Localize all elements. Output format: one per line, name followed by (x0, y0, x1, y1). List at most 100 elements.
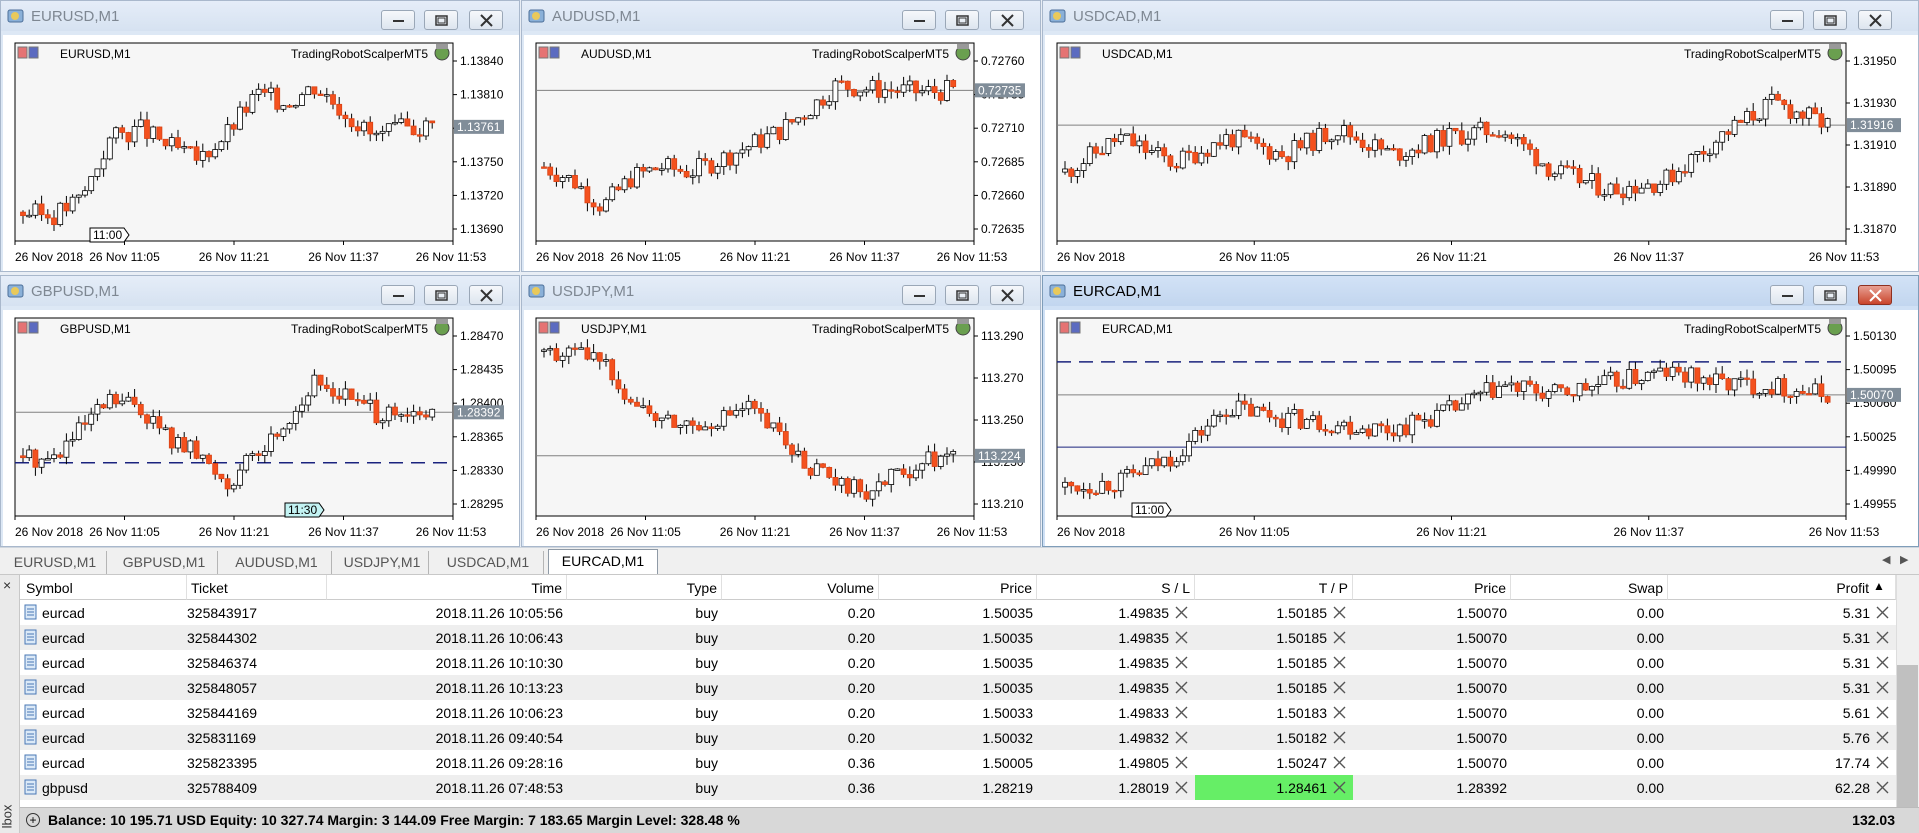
tab-usdcad-m1[interactable]: USDCAD,M1 (433, 551, 544, 574)
table-row[interactable]: eurcad 325831169 2018.11.26 09:40:54 buy 0.2… (20, 725, 1896, 750)
chart-type-icons[interactable] (1059, 321, 1081, 334)
maximize-button[interactable] (1813, 285, 1847, 305)
chart-window[interactable]: EURUSD,M1 EURUSD,M1 TradingRobotScalperMT5… (0, 0, 520, 272)
close-position-icon[interactable] (1875, 605, 1890, 620)
close-button[interactable] (1858, 10, 1892, 30)
chart-type-icons[interactable] (1059, 46, 1081, 59)
expert-advisor-icon[interactable] (434, 319, 450, 336)
close-position-icon[interactable] (1875, 630, 1890, 645)
minimize-button[interactable] (381, 285, 415, 305)
chart-plot-area[interactable] (535, 317, 975, 517)
remove-tp-icon[interactable] (1332, 730, 1347, 745)
minimize-button[interactable] (902, 10, 936, 30)
close-button[interactable] (469, 285, 503, 305)
close-position-icon[interactable] (1875, 655, 1890, 670)
time-marker[interactable]: 11:30 (284, 502, 325, 518)
close-button[interactable] (1858, 285, 1892, 305)
close-icon[interactable]: × (3, 577, 12, 593)
chart-type-icons[interactable] (17, 46, 39, 59)
remove-tp-icon[interactable] (1332, 780, 1347, 795)
close-button[interactable] (990, 10, 1024, 30)
window-titlebar[interactable]: GBPUSD,M1 (1, 276, 519, 306)
window-titlebar[interactable]: AUDUSD,M1 (522, 1, 1040, 31)
remove-sl-icon[interactable] (1174, 755, 1189, 770)
sort-arrow-icon[interactable]: ▲ (1873, 579, 1885, 593)
maximize-button[interactable] (945, 285, 979, 305)
column-header[interactable]: Volume (722, 575, 879, 600)
minimize-button[interactable] (902, 285, 936, 305)
column-header[interactable]: Profit (1668, 575, 1896, 600)
price-chart[interactable]: EURUSD,M1 TradingRobotScalperMT5 1.13840 1.… (3, 35, 519, 271)
time-marker[interactable]: 11:00 (89, 227, 130, 243)
column-header[interactable]: Swap (1511, 575, 1668, 600)
maximize-button[interactable] (945, 10, 979, 30)
close-position-icon[interactable] (1875, 780, 1890, 795)
remove-sl-icon[interactable] (1174, 655, 1189, 670)
chart-window[interactable]: EURCAD,M1 EURCAD,M1 TradingRobotScalperMT5… (1042, 275, 1919, 547)
chart-plot-area[interactable] (1056, 317, 1847, 517)
minimize-button[interactable] (1770, 285, 1804, 305)
maximize-button[interactable] (424, 285, 458, 305)
maximize-button[interactable] (424, 10, 458, 30)
window-titlebar[interactable]: USDCAD,M1 (1043, 1, 1918, 31)
chart-type-icons[interactable] (538, 321, 560, 334)
chart-window[interactable]: GBPUSD,M1 GBPUSD,M1 TradingRobotScalperMT5… (0, 275, 520, 547)
column-header[interactable]: T / P (1195, 575, 1353, 600)
table-row[interactable]: eurcad 325846374 2018.11.26 10:10:30 buy 0.2… (20, 650, 1896, 675)
table-row[interactable]: eurcad 325848057 2018.11.26 10:13:23 buy 0.2… (20, 675, 1896, 700)
chart-window[interactable]: AUDUSD,M1 AUDUSD,M1 TradingRobotScalperMT5… (521, 0, 1041, 272)
close-position-icon[interactable] (1875, 680, 1890, 695)
remove-tp-icon[interactable] (1332, 655, 1347, 670)
remove-sl-icon[interactable] (1174, 705, 1189, 720)
price-chart[interactable]: EURCAD,M1 TradingRobotScalperMT5 1.50130 1.… (1045, 310, 1918, 546)
table-row[interactable]: gbpusd 325788409 2018.11.26 07:48:53 buy 0.3… (20, 775, 1896, 800)
maximize-button[interactable] (1813, 10, 1847, 30)
chart-window[interactable]: USDCAD,M1 USDCAD,M1 TradingRobotScalperMT5… (1042, 0, 1919, 272)
column-header[interactable]: Price (1353, 575, 1511, 600)
close-button[interactable] (469, 10, 503, 30)
expert-advisor-icon[interactable] (1827, 319, 1843, 336)
remove-sl-icon[interactable] (1174, 780, 1189, 795)
column-header[interactable]: Time (327, 575, 567, 600)
expert-advisor-icon[interactable] (1827, 44, 1843, 61)
tab-audusd-m1[interactable]: AUDUSD,M1 (222, 551, 332, 574)
remove-tp-icon[interactable] (1332, 630, 1347, 645)
chart-type-icons[interactable] (17, 321, 39, 334)
remove-tp-icon[interactable] (1332, 705, 1347, 720)
remove-sl-icon[interactable] (1174, 730, 1189, 745)
close-position-icon[interactable] (1875, 730, 1890, 745)
expert-advisor-icon[interactable] (955, 319, 971, 336)
price-chart[interactable]: USDCAD,M1 TradingRobotScalperMT5 1.31950 1.… (1045, 35, 1918, 271)
tab-eurusd-m1[interactable]: EURUSD,M1 (4, 551, 107, 574)
tab-scroll-right-icon[interactable]: ▶ (1900, 554, 1909, 566)
time-marker[interactable]: 11:00 (1131, 502, 1172, 518)
price-chart[interactable]: GBPUSD,M1 TradingRobotScalperMT5 1.28470 1.… (3, 310, 519, 546)
close-position-icon[interactable] (1875, 705, 1890, 720)
window-titlebar[interactable]: USDJPY,M1 (522, 276, 1040, 306)
table-row[interactable]: eurcad 325823395 2018.11.26 09:28:16 buy 0.3… (20, 750, 1896, 775)
column-header[interactable]: Price (879, 575, 1037, 600)
column-header[interactable]: Symbol (20, 575, 187, 600)
expand-icon[interactable]: + (26, 813, 40, 827)
column-header[interactable]: S / L (1037, 575, 1195, 600)
chart-plot-area[interactable] (14, 42, 454, 242)
remove-sl-icon[interactable] (1174, 680, 1189, 695)
window-titlebar[interactable]: EURCAD,M1 (1043, 276, 1918, 306)
tab-scroll-left-icon[interactable]: ◀ (1882, 554, 1891, 566)
minimize-button[interactable] (1770, 10, 1804, 30)
minimize-button[interactable] (381, 10, 415, 30)
column-header[interactable]: Type (567, 575, 722, 600)
remove-tp-icon[interactable] (1332, 605, 1347, 620)
table-row[interactable]: eurcad 325844169 2018.11.26 10:06:23 buy 0.2… (20, 700, 1896, 725)
close-button[interactable] (990, 285, 1024, 305)
expert-advisor-icon[interactable] (434, 44, 450, 61)
tab-gbpusd-m1[interactable]: GBPUSD,M1 (111, 551, 218, 574)
remove-sl-icon[interactable] (1174, 630, 1189, 645)
table-row[interactable]: eurcad 325844302 2018.11.26 10:06:43 buy 0.2… (20, 625, 1896, 650)
tab-usdjpy-m1[interactable]: USDJPY,M1 (336, 551, 429, 574)
chart-window[interactable]: USDJPY,M1 USDJPY,M1 TradingRobotScalperMT5… (521, 275, 1041, 547)
tab-eurcad-m1[interactable]: EURCAD,M1 (548, 549, 658, 575)
column-header[interactable]: Ticket (187, 575, 327, 600)
scrollbar-thumb[interactable] (1897, 665, 1918, 809)
remove-tp-icon[interactable] (1332, 755, 1347, 770)
